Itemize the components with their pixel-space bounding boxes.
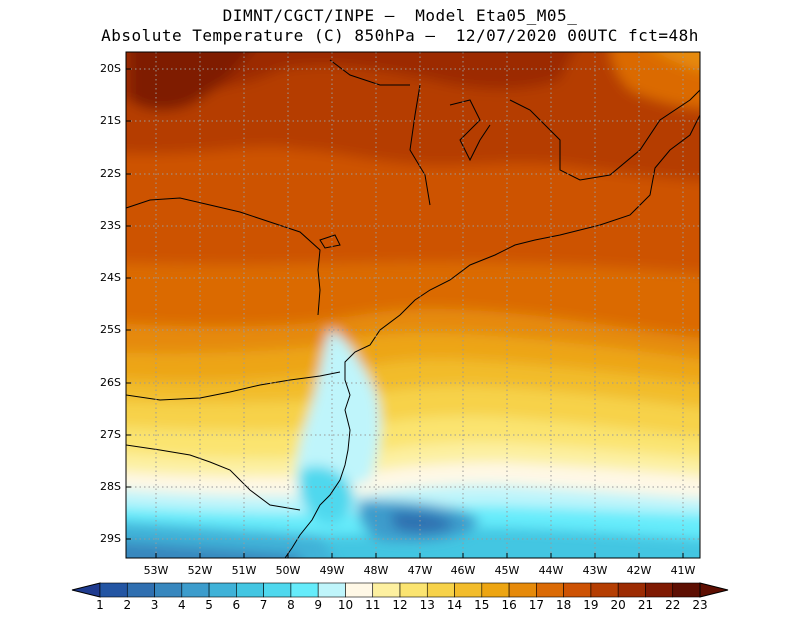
lon-label-51w: 51W xyxy=(231,564,257,577)
lat-label-23s: 23S xyxy=(100,219,121,232)
lat-label-28s: 28S xyxy=(100,480,121,493)
colorbar-box xyxy=(672,582,701,598)
lat-label-29s: 29S xyxy=(100,532,121,545)
lat-label-20s: 20S xyxy=(100,62,121,75)
lon-label-47w: 47W xyxy=(407,564,433,577)
map-title-line-2: Absolute Temperature (C) 850hPa – 12/07/… xyxy=(101,26,699,45)
colorbar-box xyxy=(454,582,483,598)
colorbar-box xyxy=(508,582,537,598)
lat-lon-grid xyxy=(126,52,700,558)
lat-label-24s: 24S xyxy=(100,271,121,284)
colorbar-tick-label: 2 xyxy=(123,598,132,612)
lon-label-49w: 49W xyxy=(319,564,345,577)
colorbar-box xyxy=(99,582,128,598)
colorbar-box xyxy=(372,582,401,598)
colorbar-box xyxy=(481,582,510,598)
colorbar-tick-label: 5 xyxy=(205,598,213,612)
colorbar-box xyxy=(290,582,319,598)
colorbar-tick-label: 22 xyxy=(665,598,681,612)
lon-label-45w: 45W xyxy=(494,564,520,577)
coastline-borders xyxy=(126,59,700,558)
colorbar-box xyxy=(426,582,455,598)
colorbar-box xyxy=(181,582,210,598)
lon-label-53w: 53W xyxy=(143,564,169,577)
lon-label-42w: 42W xyxy=(626,564,652,577)
colorbar-tick-label: 12 xyxy=(392,598,408,612)
colorbar-tick-label: 21 xyxy=(637,598,654,612)
colorbar-tick-label: 4 xyxy=(177,598,186,612)
lon-label-43w: 43W xyxy=(582,564,608,577)
colorbar-tick-label: 7 xyxy=(259,598,268,612)
colorbar-tick-label: 8 xyxy=(287,598,295,612)
lat-label-27s: 27S xyxy=(100,428,121,441)
lat-label-26s: 26S xyxy=(100,376,121,389)
colorbar-tick-label: 18 xyxy=(555,598,572,612)
colorbar-min-arrow xyxy=(71,582,101,598)
colorbar-box xyxy=(263,582,292,598)
colorbar-tick-label: 16 xyxy=(501,598,517,612)
lat-label-21s: 21S xyxy=(100,114,121,127)
lon-label-46w: 46W xyxy=(450,564,476,577)
colorbar-box xyxy=(645,582,674,598)
colorbar-tick-label: 10 xyxy=(337,598,354,612)
lat-label-22s: 22S xyxy=(100,167,121,180)
colorbar-box xyxy=(617,582,646,598)
plot-frame xyxy=(125,51,701,559)
colorbar-tick-label: 9 xyxy=(314,598,322,612)
colorbar-tick-label: 6 xyxy=(232,598,241,612)
lon-label-52w: 52W xyxy=(187,564,213,577)
colorbar-box xyxy=(563,582,592,598)
colorbar-tick-label: 3 xyxy=(150,598,159,612)
colorbar-box xyxy=(154,582,183,598)
map-title-line-1: DIMNT/CGCT/INPE – Model Eta05_M05_ xyxy=(222,6,578,25)
colorbar-box xyxy=(126,582,155,598)
lon-label-50w: 50W xyxy=(275,564,301,577)
colorbar-box xyxy=(399,582,428,598)
colorbar-tick-label: 14 xyxy=(446,598,463,612)
lon-label-41w: 41W xyxy=(670,564,696,577)
colorbar-tick-label: 13 xyxy=(419,598,435,612)
colorbar-tick-label: 1 xyxy=(96,598,104,612)
lon-label-44w: 44W xyxy=(538,564,564,577)
colorbar-box xyxy=(208,582,237,598)
axis-ticks xyxy=(126,68,684,558)
temperature-field xyxy=(126,52,700,558)
colorbar-tick-label: 17 xyxy=(528,598,544,612)
colorbar-box xyxy=(317,582,346,598)
lat-label-25s: 25S xyxy=(100,323,121,336)
lon-label-48w: 48W xyxy=(363,564,389,577)
colorbar-max-arrow xyxy=(699,582,729,598)
colorbar-tick-label: 20 xyxy=(610,598,626,612)
colorbar-box xyxy=(590,582,619,598)
colorbar-tick-label: 23 xyxy=(692,598,708,612)
colorbar-tick-label: 11 xyxy=(365,598,381,612)
colorbar-box xyxy=(345,582,374,598)
colorbar-box xyxy=(536,582,564,598)
colorbar-box xyxy=(236,582,264,598)
colorbar-tick-label: 15 xyxy=(474,598,490,612)
colorbar xyxy=(71,582,729,598)
colorbar-tick-label: 19 xyxy=(583,598,599,612)
